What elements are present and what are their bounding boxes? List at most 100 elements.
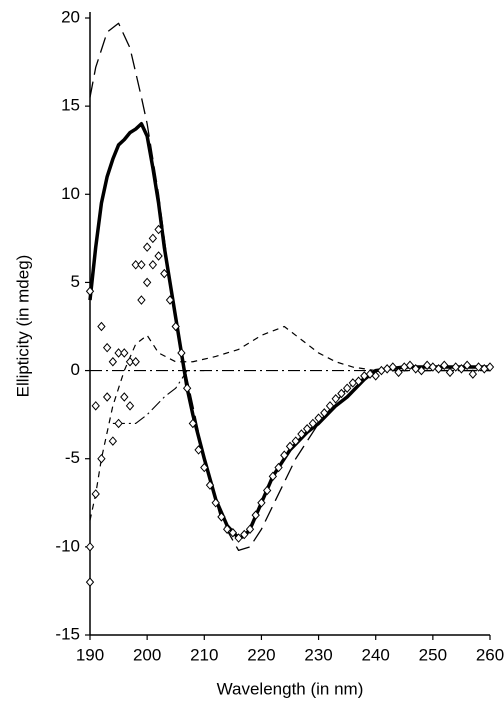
data-point bbox=[125, 401, 135, 411]
data-point bbox=[125, 356, 135, 367]
data-point bbox=[142, 242, 152, 252]
line-series bbox=[112, 370, 205, 425]
data-point bbox=[451, 362, 460, 372]
y-tick-label: -5 bbox=[65, 448, 80, 467]
data-point bbox=[211, 498, 220, 508]
data-point bbox=[142, 277, 152, 288]
data-point bbox=[257, 498, 266, 508]
data-point bbox=[131, 356, 140, 367]
data-point bbox=[97, 321, 106, 332]
data-point bbox=[400, 362, 409, 372]
data-point bbox=[245, 524, 255, 534]
data-point bbox=[131, 260, 140, 270]
data-point bbox=[91, 489, 100, 499]
data-point bbox=[331, 394, 340, 404]
data-point bbox=[234, 533, 243, 543]
data-point bbox=[297, 429, 306, 439]
data-point bbox=[154, 251, 163, 261]
x-tick-label: 260 bbox=[476, 645, 504, 664]
line-series bbox=[89, 325, 490, 521]
y-tick-label: 15 bbox=[61, 96, 80, 115]
y-tick-label: 20 bbox=[61, 7, 80, 26]
data-point bbox=[417, 365, 426, 376]
x-tick-label: 230 bbox=[304, 645, 332, 664]
data-point bbox=[457, 364, 466, 374]
data-point bbox=[108, 436, 118, 446]
data-point bbox=[182, 383, 192, 393]
data-point bbox=[148, 233, 158, 244]
data-point bbox=[274, 462, 283, 473]
data-point bbox=[85, 286, 95, 297]
data-point bbox=[120, 348, 129, 358]
data-point bbox=[102, 392, 112, 402]
data-point bbox=[434, 364, 443, 374]
data-point bbox=[97, 453, 106, 464]
data-point bbox=[85, 542, 95, 552]
data-point bbox=[285, 441, 295, 452]
data-point bbox=[388, 362, 398, 372]
data-point bbox=[445, 367, 455, 378]
data-point bbox=[485, 362, 495, 372]
data-point bbox=[337, 388, 346, 399]
line-series bbox=[88, 122, 490, 540]
data-point bbox=[365, 369, 375, 379]
x-axis-title: Wavelength (in nm) bbox=[217, 679, 364, 698]
data-point bbox=[320, 408, 329, 418]
data-point bbox=[137, 260, 146, 270]
data-point bbox=[377, 365, 386, 376]
data-point bbox=[280, 450, 289, 460]
data-point bbox=[148, 260, 158, 270]
data-point bbox=[314, 413, 323, 423]
data-point bbox=[422, 360, 432, 371]
data-point bbox=[114, 418, 123, 429]
data-point bbox=[85, 577, 95, 587]
y-tick-label: -10 bbox=[55, 536, 80, 555]
data-point bbox=[325, 401, 335, 411]
data-point bbox=[440, 360, 449, 371]
y-axis-title: Ellipticity (in mdeg) bbox=[13, 255, 32, 398]
data-point bbox=[200, 462, 209, 473]
x-tick-label: 220 bbox=[247, 645, 275, 664]
x-tick-label: 240 bbox=[362, 645, 390, 664]
data-point bbox=[342, 383, 352, 393]
data-point bbox=[177, 348, 186, 358]
data-point bbox=[354, 376, 363, 386]
data-point bbox=[120, 392, 129, 402]
data-point bbox=[137, 295, 146, 305]
data-point bbox=[154, 224, 163, 235]
data-point bbox=[268, 471, 278, 482]
data-point bbox=[251, 510, 260, 520]
data-point bbox=[171, 321, 180, 332]
data-point bbox=[474, 362, 483, 372]
data-point bbox=[165, 295, 175, 305]
data-point bbox=[108, 356, 118, 367]
data-point bbox=[228, 527, 238, 538]
x-tick-label: 250 bbox=[419, 645, 447, 664]
y-tick-label: 5 bbox=[71, 272, 80, 291]
y-tick-label: -15 bbox=[55, 624, 80, 643]
data-point bbox=[382, 364, 392, 374]
data-point bbox=[160, 268, 169, 279]
y-tick-label: 0 bbox=[71, 360, 80, 379]
x-tick-label: 190 bbox=[76, 645, 104, 664]
line-series bbox=[89, 22, 490, 552]
data-point bbox=[291, 436, 300, 446]
data-point bbox=[308, 418, 318, 429]
data-point bbox=[188, 418, 198, 429]
data-point bbox=[371, 371, 380, 381]
data-point bbox=[462, 360, 472, 371]
data-point bbox=[205, 480, 215, 490]
data-point bbox=[411, 364, 420, 374]
data-point bbox=[114, 348, 123, 358]
x-tick-label: 200 bbox=[133, 645, 161, 664]
x-tick-label: 210 bbox=[190, 645, 218, 664]
data-point bbox=[468, 369, 478, 379]
data-point bbox=[102, 342, 112, 353]
data-point bbox=[262, 485, 272, 496]
data-point bbox=[405, 360, 415, 371]
data-point bbox=[428, 362, 438, 372]
data-point bbox=[240, 529, 249, 540]
data-point bbox=[91, 401, 100, 411]
data-point bbox=[394, 367, 403, 378]
